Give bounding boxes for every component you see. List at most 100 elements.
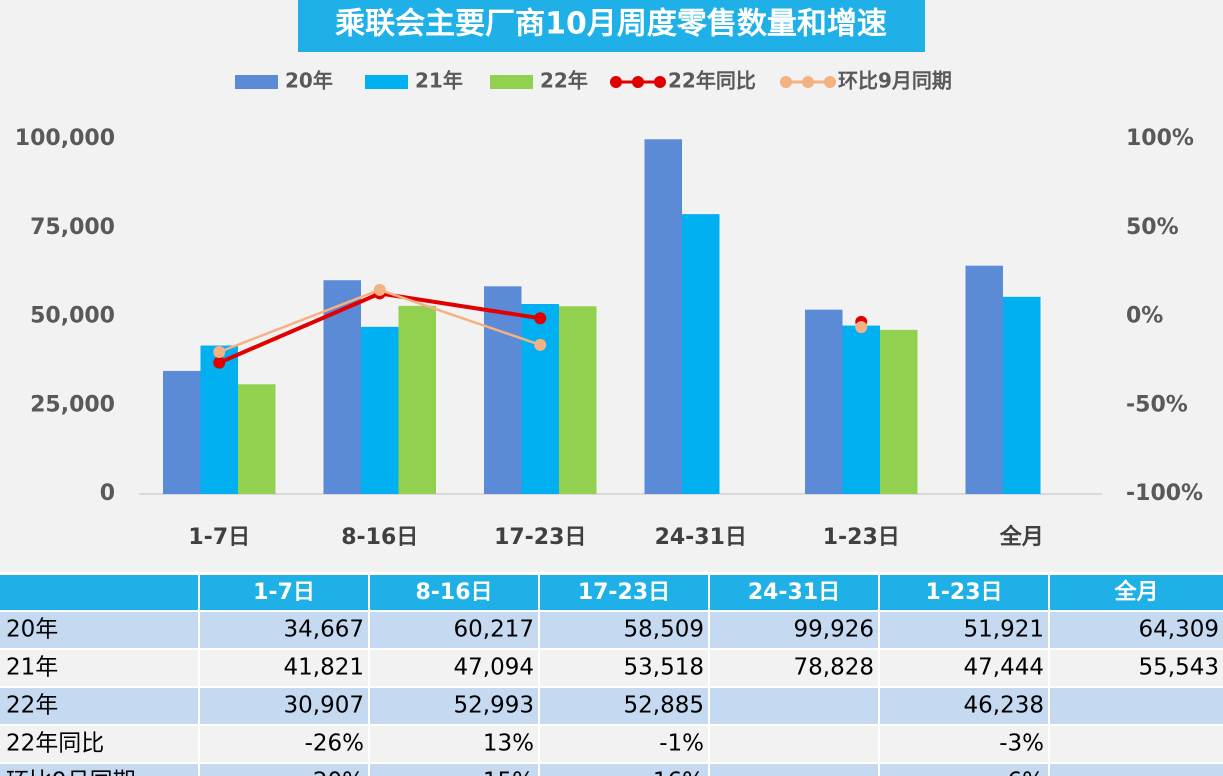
table-cell [0, 688, 198, 724]
bar [323, 280, 361, 494]
table-cell [710, 650, 878, 686]
legend-marker [654, 76, 666, 88]
table-header-cell [710, 575, 878, 610]
table-value: 47,094 [454, 655, 534, 681]
table-cell [370, 612, 538, 648]
line-marker [213, 346, 226, 358]
table-value: 52,993 [454, 693, 534, 719]
legend-marker [610, 76, 622, 88]
table-cell [200, 688, 368, 724]
table-value: 60,217 [454, 617, 534, 643]
y-tick-label: 0 [100, 481, 115, 506]
bar [398, 305, 436, 494]
table-header: 1-7日 [253, 580, 315, 605]
table-row-label: 20年 [6, 617, 58, 643]
table-cell [1050, 650, 1223, 686]
legend-marker [632, 76, 644, 88]
table-value: 55,543 [1139, 655, 1219, 681]
table-value: 53,518 [624, 655, 704, 681]
table-cell [540, 764, 708, 776]
bar [880, 329, 918, 494]
bar [361, 326, 399, 494]
table-value: 99,926 [794, 617, 874, 643]
table-header: 8-16日 [415, 580, 492, 605]
y-tick-label: 100,000 [15, 126, 115, 151]
table-value: 51,921 [964, 617, 1044, 643]
table-cell [370, 764, 538, 776]
bar [682, 214, 720, 495]
table-cell [710, 612, 878, 648]
x-tick-label: 24-31日 [655, 525, 747, 550]
table-cell [880, 612, 1048, 648]
table-cell [370, 688, 538, 724]
table-header-cell [1050, 575, 1223, 610]
line-marker [855, 321, 868, 334]
y-tick-label: 50,000 [30, 304, 115, 329]
table-value: 52,885 [624, 693, 704, 719]
table-header: 17-23日 [578, 580, 670, 605]
table-row-label: 22年 [6, 693, 58, 719]
legend-swatch [365, 75, 408, 89]
table-cell [200, 612, 368, 648]
x-tick-label: 8-16日 [341, 525, 418, 550]
table-value: 30,907 [284, 693, 364, 719]
table-header: 1-23日 [925, 580, 1002, 605]
bar [559, 306, 597, 494]
table-cell [1050, 688, 1223, 724]
line-marker [373, 283, 386, 296]
table-row-label: 22年同比 [6, 731, 104, 757]
y-tick-label: 25,000 [30, 392, 115, 417]
table-cell [0, 764, 198, 776]
bar [200, 345, 238, 494]
x-tick-label: 全月 [999, 524, 1044, 550]
table-value: 34,667 [284, 617, 364, 643]
table-cell [0, 726, 198, 762]
table-header: 全月 [1113, 579, 1158, 605]
table-header-cell [540, 575, 708, 610]
table-cell [200, 764, 368, 776]
y2-tick-label: 100% [1126, 126, 1194, 151]
table-cell [540, 726, 708, 762]
legend-label: 环比9月同期 [838, 69, 952, 93]
table-value: -3% [999, 731, 1044, 757]
table-cell [0, 650, 198, 686]
legend-label: 21年 [415, 69, 463, 93]
table-value: 78,828 [794, 655, 874, 681]
x-tick-label: 17-23日 [494, 525, 586, 550]
table-value: -16% [645, 769, 704, 776]
y2-tick-label: 0% [1126, 304, 1163, 329]
table-value: -6% [999, 769, 1044, 776]
table-cell [1050, 726, 1223, 762]
legend-swatch [490, 75, 533, 89]
legend-marker [824, 76, 836, 88]
table-cell [880, 688, 1048, 724]
line-marker [534, 338, 547, 351]
line-marker [213, 356, 226, 369]
table-cell [710, 726, 878, 762]
bar [238, 384, 276, 494]
table-cell [370, 726, 538, 762]
table-value: -26% [305, 731, 364, 757]
legend-label: 22年 [540, 69, 588, 93]
table-value: 47,444 [964, 655, 1044, 681]
table-value: 64,309 [1139, 617, 1219, 643]
y2-tick-label: 50% [1126, 215, 1179, 240]
table-cell [880, 764, 1048, 776]
table-value: 41,821 [284, 655, 364, 681]
table-cell [200, 650, 368, 686]
bar [1003, 296, 1041, 494]
legend-swatch [235, 75, 278, 89]
table-value: 58,509 [624, 617, 704, 643]
table-header-cell [880, 575, 1048, 610]
table-header: 24-31日 [748, 580, 840, 605]
table-cell [880, 726, 1048, 762]
table-header-cell [0, 575, 198, 610]
bar [644, 139, 682, 494]
table-cell [370, 650, 538, 686]
table-cell [710, 688, 878, 724]
table-header-cell [370, 575, 538, 610]
legend-marker [780, 76, 792, 88]
table-value: -1% [659, 731, 704, 757]
table-cell [0, 612, 198, 648]
